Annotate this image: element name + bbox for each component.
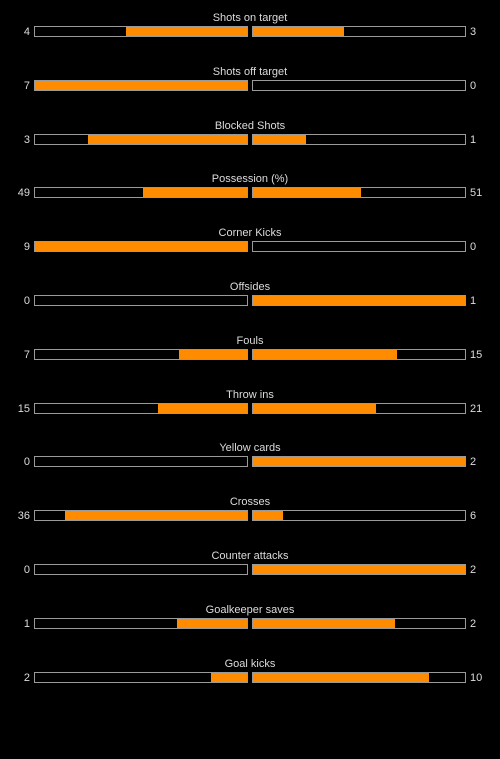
stat-away-bar-fill	[253, 618, 396, 628]
stat-row: Yellow cards 0 2	[0, 442, 500, 482]
stat-row: Goal kicks 2 10	[0, 658, 500, 698]
stat-home-bar-fill	[88, 134, 247, 144]
stat-away-bar-fill	[253, 349, 398, 359]
stat-away-value: 3	[470, 26, 477, 38]
stat-home-bar-fill	[179, 349, 247, 359]
stat-home-bar-fill	[210, 672, 247, 682]
stat-home-value: 49	[17, 187, 30, 200]
stat-row: Crosses 36 6	[0, 496, 500, 536]
stat-label: Goalkeeper saves	[205, 603, 295, 616]
stat-home-bar-fill	[143, 188, 247, 198]
stat-home-bar-fill	[126, 27, 247, 36]
stat-home-value: 7	[23, 348, 30, 361]
stat-label: Crosses	[229, 496, 271, 509]
stat-home-bar-fill	[35, 242, 247, 252]
stat-home-value: 4	[23, 26, 30, 38]
stat-row: Goalkeeper saves 1 2	[0, 604, 500, 644]
stat-row: Corner Kicks 9 0	[0, 227, 500, 267]
stat-label: Goal kicks	[224, 657, 276, 670]
stat-home-bar-fill	[157, 403, 247, 413]
stat-label: Shots on target	[212, 12, 288, 24]
stat-away-value: 1	[470, 133, 477, 146]
stat-home-bar	[34, 187, 248, 199]
stat-away-value: 2	[470, 456, 477, 469]
stat-label: Possession (%)	[211, 173, 289, 186]
stat-away-bar	[252, 295, 466, 306]
stat-row: Shots off target 7 0	[0, 66, 500, 106]
stat-row: Offsides 0 1	[0, 281, 500, 321]
stat-away-value: 21	[470, 402, 483, 415]
stat-row: Blocked Shots 3 1	[0, 120, 500, 160]
stat-home-value: 0	[23, 456, 30, 469]
stat-home-bar	[34, 79, 248, 91]
stat-away-bar	[252, 456, 466, 468]
stat-away-bar-fill	[253, 188, 362, 198]
stat-label: Throw ins	[226, 388, 274, 401]
stat-away-bar-fill	[253, 403, 376, 413]
stat-away-bar	[252, 510, 466, 522]
stat-home-bar	[34, 402, 248, 414]
stat-away-bar-fill	[253, 27, 345, 36]
stat-home-bar-fill	[64, 511, 247, 521]
stat-home-value: 0	[23, 564, 30, 576]
stat-away-value: 0	[470, 241, 477, 254]
stat-row: Fouls 7 15	[0, 335, 500, 375]
stat-row: Throw ins 15 21	[0, 389, 500, 429]
stat-label: Blocked Shots	[214, 119, 286, 132]
stat-away-value: 6	[470, 510, 477, 523]
stat-away-bar	[252, 671, 466, 683]
stat-away-value: 51	[470, 187, 483, 200]
stat-away-value: 0	[470, 79, 477, 92]
stat-away-bar-fill	[253, 511, 283, 521]
stat-away-bar	[252, 79, 466, 91]
stat-home-bar-fill	[177, 618, 247, 628]
stat-away-bar	[252, 133, 466, 145]
stat-label: Fouls	[236, 334, 264, 347]
stat-away-bar	[252, 187, 466, 199]
stat-home-value: 3	[23, 133, 30, 146]
stat-away-bar	[252, 241, 466, 253]
stat-away-bar-fill	[253, 296, 465, 305]
stat-home-value: 9	[23, 241, 30, 254]
stat-home-value: 15	[17, 402, 30, 415]
stat-home-value: 1	[23, 617, 30, 630]
stat-away-value: 15	[470, 348, 483, 361]
stat-row: Possession (%) 49 51	[0, 173, 500, 213]
stat-home-value: 36	[17, 510, 30, 523]
stat-home-bar	[34, 456, 248, 468]
stat-home-value: 7	[23, 79, 30, 92]
stat-row: Counter attacks 0 2	[0, 550, 500, 590]
stat-home-bar	[34, 617, 248, 629]
stat-home-bar	[34, 510, 248, 522]
stat-home-value: 2	[23, 671, 30, 684]
stat-row: Shots on target 4 3	[0, 12, 500, 52]
stat-away-bar-fill	[253, 134, 306, 144]
stat-label: Counter attacks	[211, 550, 289, 562]
stat-home-bar	[34, 564, 248, 575]
stat-away-bar-fill	[253, 457, 465, 467]
stat-home-bar	[34, 295, 248, 306]
stat-away-bar	[252, 402, 466, 414]
stat-away-value: 2	[470, 617, 477, 630]
stat-home-value: 0	[23, 295, 30, 307]
stat-away-bar-fill	[253, 672, 429, 682]
stat-away-value: 2	[470, 564, 477, 576]
stat-away-value: 10	[470, 671, 483, 684]
stat-away-bar-fill	[253, 565, 465, 574]
stat-away-bar	[252, 617, 466, 629]
stat-home-bar	[34, 26, 248, 37]
stat-away-bar	[252, 564, 466, 575]
stat-away-bar	[252, 348, 466, 360]
stat-label: Offsides	[229, 281, 271, 293]
stat-home-bar	[34, 133, 248, 145]
stat-label: Shots off target	[212, 65, 288, 78]
stat-home-bar-fill	[35, 80, 247, 90]
stat-home-bar	[34, 241, 248, 253]
stat-away-bar	[252, 26, 466, 37]
stat-home-bar	[34, 671, 248, 683]
stat-label: Yellow cards	[219, 442, 281, 455]
stat-home-bar	[34, 348, 248, 360]
stat-label: Corner Kicks	[218, 227, 282, 240]
stat-away-value: 1	[470, 295, 477, 307]
